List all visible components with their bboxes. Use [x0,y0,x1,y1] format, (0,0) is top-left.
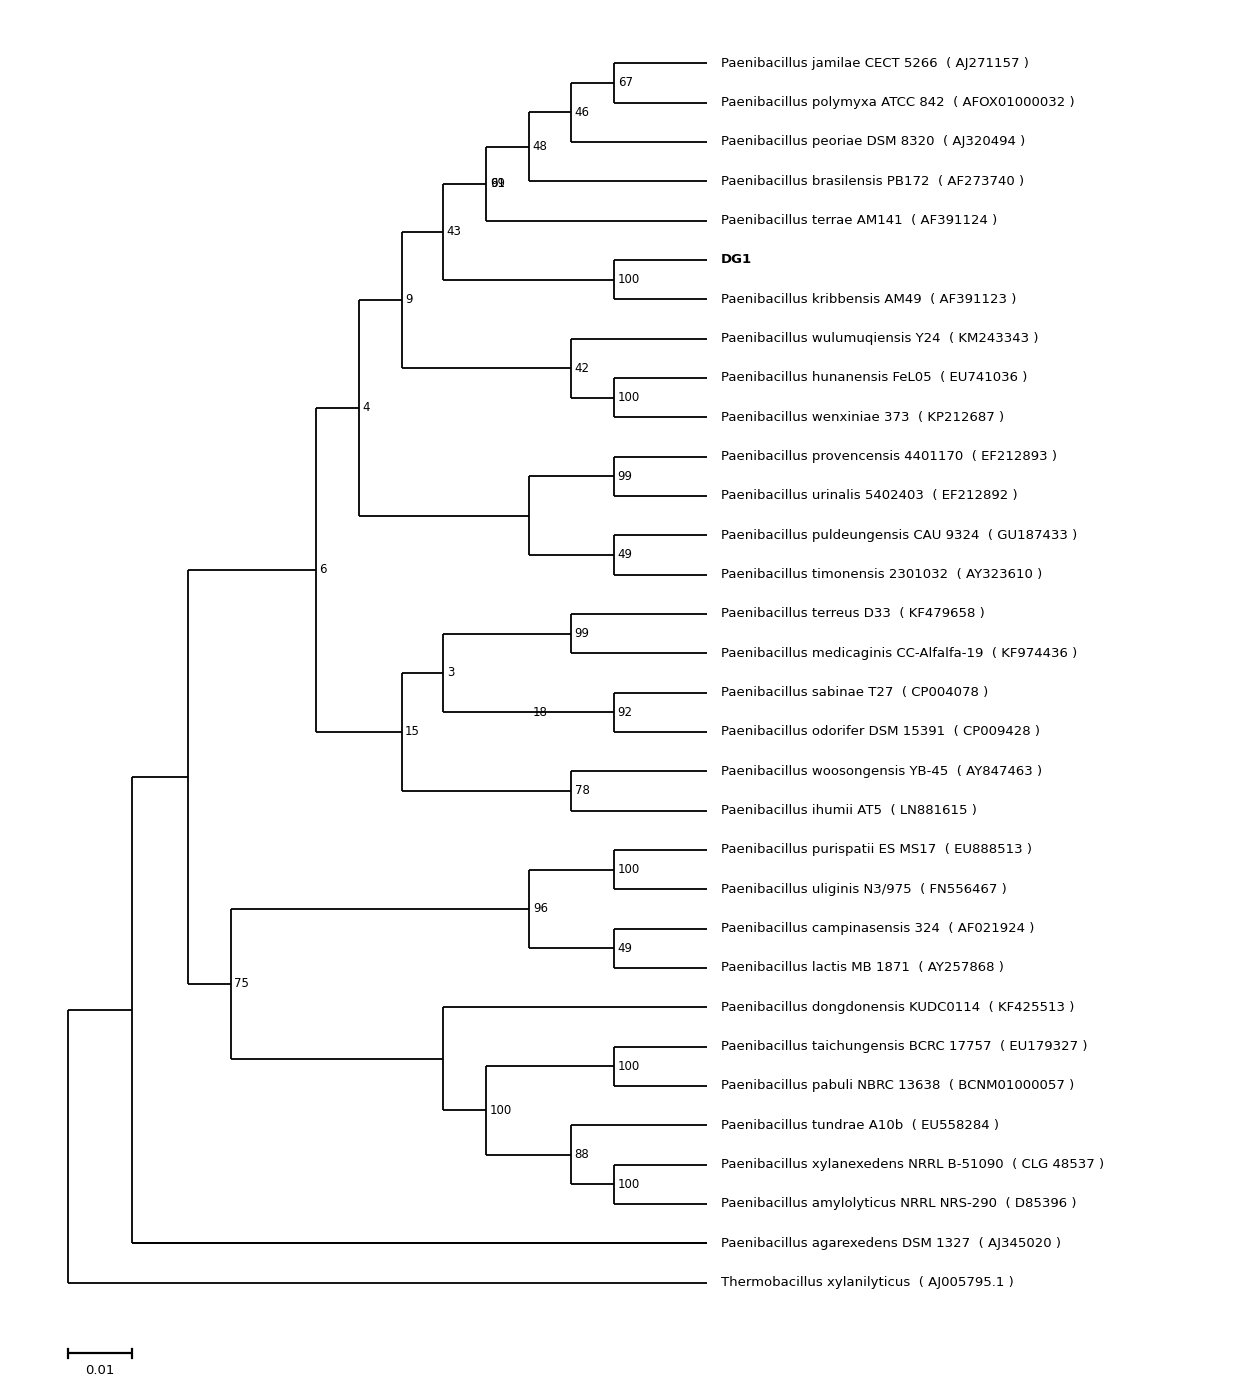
Text: Paenibacillus kribbensis AM49  ( AF391123 ): Paenibacillus kribbensis AM49 ( AF391123… [722,292,1017,306]
Text: Paenibacillus timonensis 2301032  ( AY323610 ): Paenibacillus timonensis 2301032 ( AY323… [722,568,1043,580]
Text: Paenibacillus xylanexedens NRRL B-51090  ( CLG 48537 ): Paenibacillus xylanexedens NRRL B-51090 … [722,1158,1104,1170]
Text: 49: 49 [618,942,632,954]
Text: 100: 100 [618,1060,640,1072]
Text: Paenibacillus uliginis N3/975  ( FN556467 ): Paenibacillus uliginis N3/975 ( FN556467… [722,882,1007,896]
Text: 99: 99 [618,470,632,482]
Text: 100: 100 [490,1104,512,1116]
Text: 3: 3 [446,666,454,679]
Text: 100: 100 [618,273,640,285]
Text: Paenibacillus terrae AM141  ( AF391124 ): Paenibacillus terrae AM141 ( AF391124 ) [722,215,997,227]
Text: 49: 49 [618,548,632,561]
Text: 88: 88 [574,1148,589,1161]
Text: 15: 15 [405,726,420,738]
Text: 92: 92 [618,706,632,719]
Text: 46: 46 [574,105,590,119]
Text: Paenibacillus odorifer DSM 15391  ( CP009428 ): Paenibacillus odorifer DSM 15391 ( CP009… [722,726,1040,738]
Text: Paenibacillus polymyxa ATCC 842  ( AFOX01000032 ): Paenibacillus polymyxa ATCC 842 ( AFOX01… [722,96,1075,109]
Text: Paenibacillus taichungensis BCRC 17757  ( EU179327 ): Paenibacillus taichungensis BCRC 17757 (… [722,1040,1087,1053]
Text: 96: 96 [533,903,548,915]
Text: Paenibacillus woosongensis YB-45  ( AY847463 ): Paenibacillus woosongensis YB-45 ( AY847… [722,765,1042,777]
Text: Paenibacillus purispatii ES MS17  ( EU888513 ): Paenibacillus purispatii ES MS17 ( EU888… [722,843,1032,856]
Text: Paenibacillus hunanensis FeL05  ( EU741036 ): Paenibacillus hunanensis FeL05 ( EU74103… [722,371,1028,384]
Text: Paenibacillus sabinae T27  ( CP004078 ): Paenibacillus sabinae T27 ( CP004078 ) [722,686,988,699]
Text: Paenibacillus provencensis 4401170  ( EF212893 ): Paenibacillus provencensis 4401170 ( EF2… [722,450,1056,463]
Text: 75: 75 [234,978,249,990]
Text: 67: 67 [618,76,632,90]
Text: DG1: DG1 [722,253,753,266]
Text: Paenibacillus amylolyticus NRRL NRS-290  ( D85396 ): Paenibacillus amylolyticus NRRL NRS-290 … [722,1198,1076,1210]
Text: Paenibacillus wulumuqiensis Y24  ( KM243343 ): Paenibacillus wulumuqiensis Y24 ( KM2433… [722,332,1039,345]
Text: Paenibacillus campinasensis 324  ( AF021924 ): Paenibacillus campinasensis 324 ( AF0219… [722,922,1034,935]
Text: Paenibacillus lactis MB 1871  ( AY257868 ): Paenibacillus lactis MB 1871 ( AY257868 … [722,961,1004,974]
Text: 6: 6 [319,564,326,576]
Text: Paenibacillus brasilensis PB172  ( AF273740 ): Paenibacillus brasilensis PB172 ( AF2737… [722,175,1024,187]
Text: Paenibacillus agarexedens DSM 1327  ( AJ345020 ): Paenibacillus agarexedens DSM 1327 ( AJ3… [722,1237,1061,1249]
Text: Paenibacillus urinalis 5402403  ( EF212892 ): Paenibacillus urinalis 5402403 ( EF21289… [722,489,1018,503]
Text: 100: 100 [618,863,640,875]
Text: 99: 99 [490,177,505,190]
Text: 100: 100 [618,391,640,404]
Text: Paenibacillus terreus D33  ( KF479658 ): Paenibacillus terreus D33 ( KF479658 ) [722,608,985,620]
Text: Paenibacillus jamilae CECT 5266  ( AJ271157 ): Paenibacillus jamilae CECT 5266 ( AJ2711… [722,57,1029,69]
Text: 99: 99 [574,627,590,640]
Text: Paenibacillus wenxiniae 373  ( KP212687 ): Paenibacillus wenxiniae 373 ( KP212687 ) [722,411,1004,424]
Text: Paenibacillus pabuli NBRC 13638  ( BCNM01000057 ): Paenibacillus pabuli NBRC 13638 ( BCNM01… [722,1079,1074,1093]
Text: 61: 61 [490,177,505,190]
Text: 48: 48 [533,140,548,154]
Text: 0.01: 0.01 [86,1364,115,1377]
Text: Paenibacillus ihumii AT5  ( LN881615 ): Paenibacillus ihumii AT5 ( LN881615 ) [722,805,977,817]
Text: 9: 9 [405,294,413,306]
Text: Paenibacillus puldeungensis CAU 9324  ( GU187433 ): Paenibacillus puldeungensis CAU 9324 ( G… [722,529,1078,542]
Text: 4: 4 [362,402,370,414]
Text: 43: 43 [446,226,461,238]
Text: Paenibacillus medicaginis CC-Alfalfa-19  ( KF974436 ): Paenibacillus medicaginis CC-Alfalfa-19 … [722,647,1078,659]
Text: 100: 100 [618,1177,640,1191]
Text: Paenibacillus tundrae A10b  ( EU558284 ): Paenibacillus tundrae A10b ( EU558284 ) [722,1119,999,1132]
Text: 78: 78 [574,784,589,798]
Text: Paenibacillus dongdonensis KUDC0114  ( KF425513 ): Paenibacillus dongdonensis KUDC0114 ( KF… [722,1001,1075,1014]
Text: Paenibacillus peoriae DSM 8320  ( AJ320494 ): Paenibacillus peoriae DSM 8320 ( AJ32049… [722,136,1025,148]
Text: Thermobacillus xylanilyticus  ( AJ005795.1 ): Thermobacillus xylanilyticus ( AJ005795.… [722,1276,1014,1289]
Text: 42: 42 [574,361,590,374]
Text: 18: 18 [533,706,548,719]
